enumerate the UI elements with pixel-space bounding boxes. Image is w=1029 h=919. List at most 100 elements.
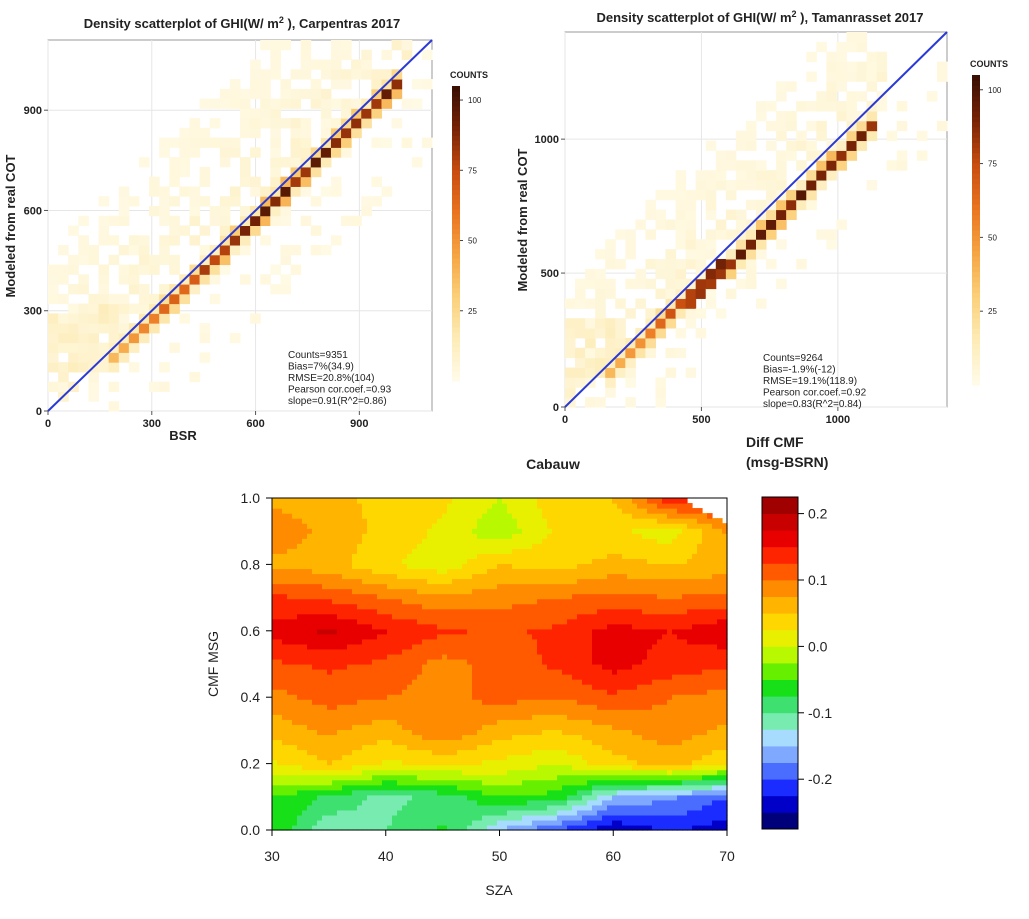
contour-cell (327, 593, 333, 600)
contour-cell (402, 648, 408, 655)
contour-cell (277, 528, 283, 534)
contour-cell (347, 814, 353, 821)
contour-cell (327, 744, 333, 751)
density-cell (341, 137, 352, 148)
contour-cell (527, 664, 533, 670)
contour-cell (282, 749, 288, 756)
density-cell (118, 323, 130, 334)
density-cell (361, 49, 372, 61)
contour-cell (437, 598, 443, 605)
contour-cell (342, 819, 348, 826)
contour-cell (282, 548, 288, 554)
contour-cell (432, 578, 438, 585)
contour-cell (392, 598, 398, 605)
contour-cell (332, 658, 338, 665)
contour-cell (302, 774, 308, 781)
contour-cell (542, 714, 548, 720)
contour-cell (367, 714, 373, 720)
contour-cell (442, 684, 448, 690)
contour-cell (357, 664, 363, 670)
contour-cell (532, 598, 538, 605)
contour-cell (437, 628, 443, 635)
contour-cell (502, 523, 508, 529)
contour-cell (392, 498, 398, 504)
contour-cell (487, 719, 493, 725)
contour-cell (282, 684, 288, 690)
contour-cell (337, 759, 343, 766)
contour-cell (402, 724, 408, 730)
contour-cell (542, 784, 548, 791)
contour-cell (472, 638, 478, 645)
contour-cell (332, 648, 338, 655)
contour-cell (307, 503, 313, 509)
density-cell (776, 160, 787, 171)
contour-cell (572, 709, 578, 715)
contour-cell (502, 824, 508, 831)
contour-cell (522, 694, 528, 700)
contour-cell (382, 729, 388, 736)
contour-cell (472, 679, 478, 685)
contour-cell (477, 538, 483, 544)
contour-cell (467, 679, 473, 685)
contour-cell (467, 603, 473, 610)
contour-cell (287, 608, 293, 615)
contour-cell (462, 814, 468, 821)
contour-cell (272, 729, 278, 736)
contour-cell (362, 518, 368, 524)
contour-cell (402, 804, 408, 811)
contour-cell (452, 814, 458, 821)
density-cell (240, 235, 251, 246)
density-cell (575, 278, 586, 290)
contour-cell (557, 618, 563, 625)
contour-cell (442, 608, 448, 615)
y-tick-label: 0 (36, 406, 42, 418)
contour-cell (292, 523, 298, 529)
contour-cell (562, 578, 568, 585)
contour-cell (417, 759, 423, 766)
contour-cell (282, 799, 288, 806)
contour-cell (497, 814, 503, 821)
contour-cell (507, 774, 513, 781)
contour-cell (512, 779, 518, 786)
contour-cell (467, 563, 473, 570)
density-cell (381, 137, 393, 148)
contour-cell (377, 684, 383, 690)
contour-cell (347, 593, 353, 600)
contour-cell (272, 528, 278, 534)
contour-cell (542, 774, 548, 781)
contour-cell (422, 809, 428, 816)
contour-cell (297, 684, 303, 690)
contour-cell (447, 573, 453, 580)
contour-cell (377, 533, 383, 539)
density-cell (665, 308, 677, 319)
contour-cell (322, 674, 328, 680)
density-cell (625, 357, 636, 369)
contour-cell (557, 714, 563, 720)
contour-cell (497, 794, 503, 801)
contour-cell (442, 809, 448, 816)
contour-cell (522, 754, 528, 761)
contour-cell (292, 729, 298, 736)
contour-cell (517, 588, 523, 595)
density-cell (138, 303, 150, 314)
contour-cell (272, 643, 278, 650)
contour-cell (277, 503, 283, 509)
contour-cell (372, 704, 378, 710)
colorbar-step (972, 178, 980, 185)
contour-cell (367, 588, 373, 595)
contour-cell (407, 679, 413, 685)
contour-cell (382, 608, 388, 615)
contour-cell (562, 699, 568, 705)
contour-cell (372, 633, 378, 640)
contour-cell (412, 744, 418, 751)
contour-cell (567, 568, 573, 575)
contour-cell (297, 714, 303, 720)
density-cell (605, 377, 616, 388)
contour-cell (327, 523, 333, 529)
contour-cell (557, 794, 563, 801)
contour-cell (572, 724, 578, 730)
contour-cell (292, 563, 298, 570)
density-cell (796, 130, 807, 142)
density-cell (675, 268, 687, 280)
contour-cell (387, 789, 393, 796)
